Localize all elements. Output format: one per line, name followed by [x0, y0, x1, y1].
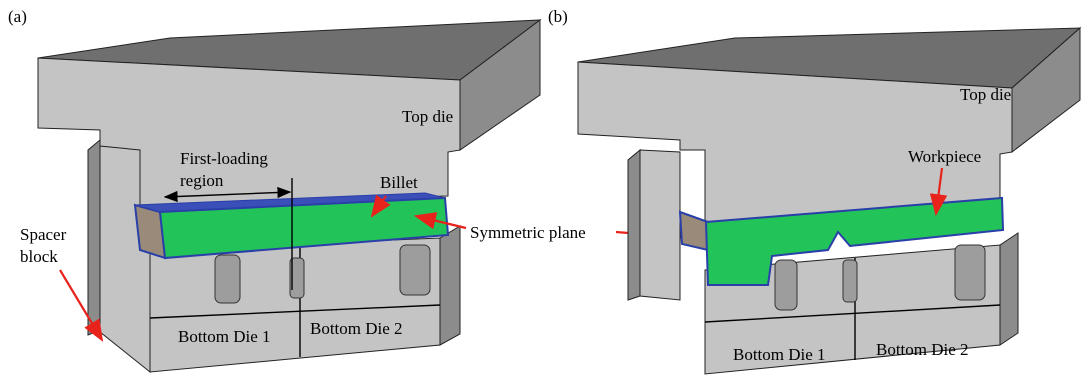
bottom-die-2-label: Bottom Die 2: [876, 340, 969, 359]
bottom-die-2-label: Bottom Die 2: [310, 319, 403, 338]
pocket: [955, 245, 985, 300]
top-die-label: Top die: [402, 107, 453, 126]
workpiece-label: Workpiece: [908, 147, 981, 166]
billet-label: Billet: [380, 173, 418, 192]
pocket: [400, 245, 430, 295]
panel-a: (a) Top die First-loading region Billet S…: [8, 7, 540, 372]
spacer-line-1: Spacer: [20, 225, 67, 244]
region-line-1: First-loading: [180, 149, 268, 168]
bottom-die-1-label: Bottom Die 1: [178, 327, 271, 346]
spacer-side: [628, 150, 640, 300]
bottom-side: [440, 226, 460, 345]
panel-label: (a): [8, 7, 27, 26]
bottom-die-1-label: Bottom Die 1: [733, 345, 826, 364]
workpiece-end: [680, 212, 708, 250]
symmetric-plane-label: Symmetric plane: [470, 223, 586, 242]
pocket: [775, 260, 797, 310]
bottom-side: [1000, 233, 1018, 345]
spacer-line-2: block: [20, 247, 58, 266]
pocket: [843, 260, 857, 302]
spacer-block: [640, 150, 680, 300]
panel-b: (b) Top die Workpiece Bottom Die 1 Botto…: [548, 7, 1080, 374]
panel-label: (b): [548, 7, 568, 26]
pocket: [215, 255, 240, 303]
region-line-2: region: [180, 171, 224, 190]
spacer-label: Spacer block: [20, 225, 67, 266]
figure: (a) Top die First-loading region Billet S…: [0, 0, 1084, 376]
spacer-side: [88, 140, 100, 335]
top-die-label: Top die: [960, 85, 1011, 104]
